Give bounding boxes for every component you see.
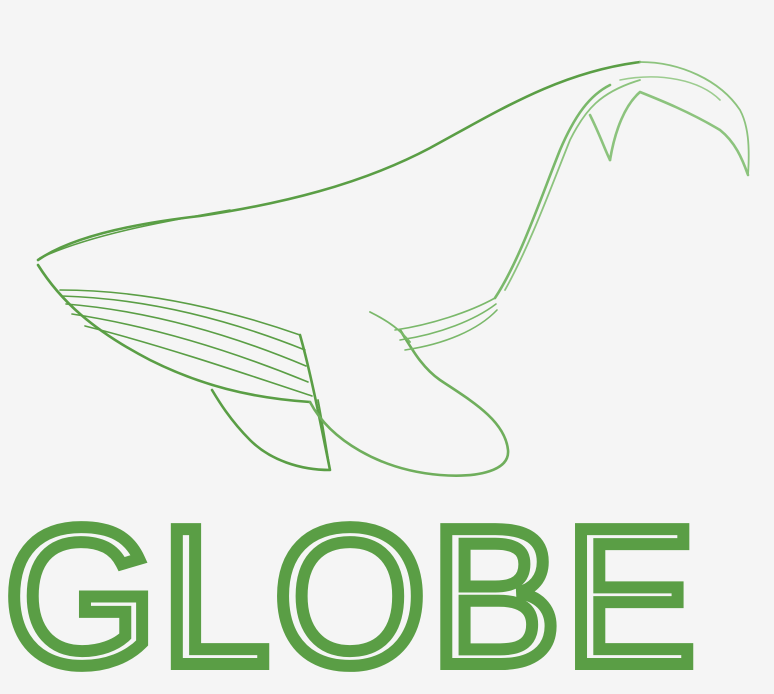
whale-icon <box>36 60 750 477</box>
wordmark-graphic: GLOBE <box>0 500 702 694</box>
brand-wordmark: GLOBE <box>4 500 699 694</box>
